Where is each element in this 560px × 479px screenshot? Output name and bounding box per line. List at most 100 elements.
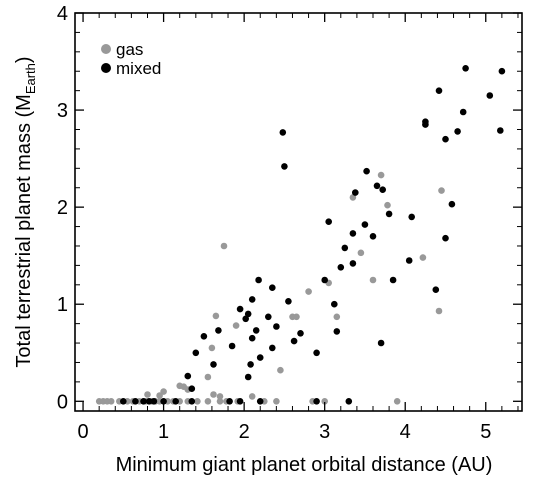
point-mixed-26 bbox=[248, 296, 256, 303]
x-tick-label-2: 2 bbox=[239, 421, 250, 443]
point-gas-38 bbox=[232, 322, 240, 329]
point-mixed-42 bbox=[331, 300, 338, 308]
point-mixed-60 bbox=[422, 118, 429, 125]
point-mixed-10 bbox=[256, 398, 264, 405]
point-mixed-7 bbox=[188, 398, 196, 405]
point-gas-35 bbox=[208, 344, 216, 352]
legend-marker-mixed bbox=[101, 63, 111, 73]
point-mixed-0 bbox=[120, 398, 127, 405]
point-gas-51 bbox=[419, 254, 427, 261]
y-axis-label-subscript: Earth bbox=[23, 63, 38, 94]
point-mixed-37 bbox=[290, 337, 298, 345]
x-tick-label-1: 1 bbox=[158, 421, 169, 443]
point-mixed-62 bbox=[435, 87, 443, 94]
point-mixed-69 bbox=[486, 92, 494, 99]
point-mixed-47 bbox=[349, 230, 357, 237]
y-axis-label: Total terrestrial planet mass (MEarth) bbox=[13, 56, 38, 367]
point-gas-22 bbox=[273, 398, 280, 405]
point-mixed-33 bbox=[273, 323, 280, 330]
ticks-layer bbox=[75, 12, 522, 411]
point-mixed-39 bbox=[313, 349, 320, 357]
point-mixed-34 bbox=[279, 129, 287, 136]
point-mixed-18 bbox=[215, 327, 222, 334]
point-mixed-35 bbox=[281, 163, 288, 170]
point-gas-53 bbox=[438, 187, 445, 194]
point-mixed-19 bbox=[228, 342, 236, 350]
plot-frame bbox=[74, 12, 523, 412]
point-mixed-21 bbox=[242, 315, 249, 323]
point-gas-42 bbox=[293, 313, 300, 321]
point-gas-25 bbox=[393, 398, 401, 405]
point-mixed-14 bbox=[188, 385, 196, 393]
point-gas-33 bbox=[216, 393, 224, 400]
y-axis-label-close: ) bbox=[13, 56, 35, 63]
tick-labels-layer: 0 1 2 3 4 5 0 1 2 3 4 bbox=[57, 3, 491, 443]
y-axis-label-main: Total terrestrial planet mass (M bbox=[13, 94, 35, 367]
point-mixed-9 bbox=[236, 398, 244, 405]
point-gas-39 bbox=[248, 393, 256, 400]
point-gas-17 bbox=[204, 398, 212, 405]
point-mixed-52 bbox=[373, 182, 381, 190]
point-mixed-1 bbox=[132, 398, 139, 405]
point-mixed-3 bbox=[145, 398, 153, 405]
legend: gas mixed bbox=[101, 40, 161, 78]
point-mixed-63 bbox=[442, 135, 449, 143]
point-mixed-56 bbox=[389, 276, 397, 284]
point-mixed-51 bbox=[369, 233, 377, 240]
point-mixed-41 bbox=[325, 218, 333, 225]
x-axis-label: Minimum giant planet orbital distance (A… bbox=[116, 454, 493, 476]
point-gas-40 bbox=[277, 366, 284, 374]
point-mixed-67 bbox=[459, 108, 467, 116]
point-gas-28 bbox=[160, 388, 167, 395]
point-gas-45 bbox=[333, 313, 341, 321]
point-mixed-45 bbox=[341, 244, 349, 252]
point-gas-16 bbox=[194, 398, 201, 405]
point-gas-52 bbox=[435, 307, 443, 315]
point-mixed-20 bbox=[236, 305, 244, 313]
point-mixed-54 bbox=[379, 186, 387, 193]
point-mixed-70 bbox=[497, 127, 504, 134]
point-mixed-22 bbox=[244, 373, 252, 381]
point-mixed-8 bbox=[226, 398, 233, 405]
point-mixed-48 bbox=[352, 189, 359, 196]
point-mixed-55 bbox=[385, 210, 393, 218]
point-mixed-40 bbox=[321, 276, 329, 284]
point-mixed-12 bbox=[345, 398, 353, 405]
point-mixed-27 bbox=[252, 327, 260, 334]
point-mixed-68 bbox=[462, 65, 469, 72]
point-gas-24 bbox=[321, 398, 329, 405]
point-mixed-61 bbox=[432, 286, 440, 294]
point-mixed-38 bbox=[297, 330, 304, 337]
point-gas-34 bbox=[204, 373, 212, 381]
point-gas-32 bbox=[210, 391, 217, 398]
point-mixed-25 bbox=[248, 334, 256, 342]
point-mixed-65 bbox=[448, 200, 456, 208]
point-mixed-58 bbox=[408, 213, 416, 221]
point-mixed-13 bbox=[184, 372, 192, 380]
point-mixed-64 bbox=[442, 234, 449, 242]
point-mixed-15 bbox=[192, 349, 200, 357]
point-mixed-50 bbox=[363, 167, 370, 175]
point-gas-49 bbox=[377, 171, 385, 179]
y-tick-label-0: 0 bbox=[57, 391, 68, 413]
point-gas-43 bbox=[305, 288, 312, 295]
point-mixed-24 bbox=[247, 361, 254, 368]
point-mixed-49 bbox=[361, 221, 369, 228]
point-mixed-36 bbox=[285, 298, 292, 305]
point-mixed-71 bbox=[498, 67, 506, 75]
point-gas-50 bbox=[384, 201, 391, 209]
point-mixed-46 bbox=[349, 260, 357, 267]
x-tick-label-4: 4 bbox=[400, 421, 411, 443]
point-mixed-16 bbox=[200, 333, 208, 340]
point-gas-37 bbox=[220, 242, 228, 250]
point-gas-18 bbox=[216, 398, 224, 405]
point-mixed-2 bbox=[140, 398, 147, 405]
point-gas-36 bbox=[212, 312, 220, 320]
point-mixed-57 bbox=[405, 257, 413, 264]
point-mixed-5 bbox=[160, 398, 167, 405]
y-tick-label-2: 2 bbox=[57, 197, 68, 219]
point-gas-48 bbox=[369, 276, 377, 284]
x-tick-label-3: 3 bbox=[319, 421, 330, 443]
point-mixed-11 bbox=[313, 398, 320, 405]
